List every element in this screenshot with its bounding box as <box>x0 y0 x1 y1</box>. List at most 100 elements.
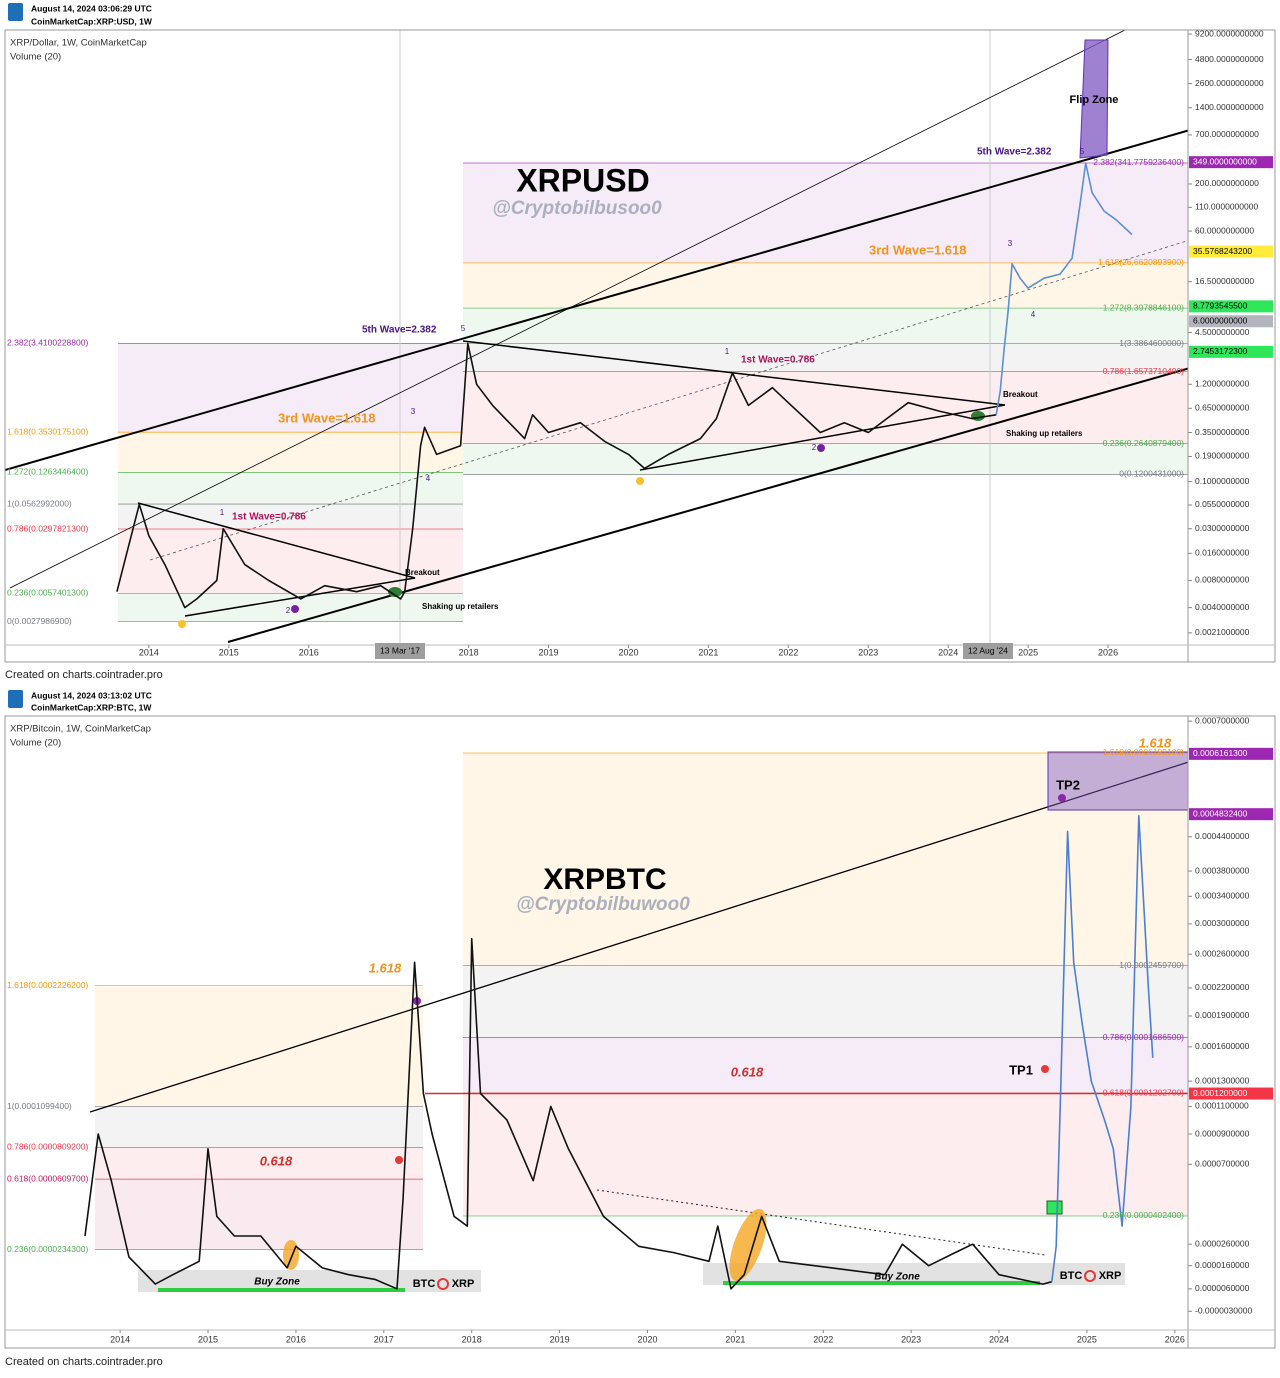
price-tag-label: 349.0000000000 <box>1193 156 1257 166</box>
decoration <box>596 1189 1046 1256</box>
annotation: Breakout <box>405 568 440 577</box>
fib-level-label: 2.382(341.7759236400) <box>1093 157 1184 167</box>
decoration <box>1046 1200 1063 1215</box>
fib-zone <box>463 1037 1188 1094</box>
annotation: @Cryptobilbusoo0 <box>492 198 662 219</box>
price-line <box>995 162 1133 415</box>
annotation: 4 <box>1031 310 1036 319</box>
chart-title: XRP/Bitcoin, 1W, CoinMarketCap <box>10 724 151 735</box>
y-tick-label: 0.0004400000 <box>1195 831 1250 841</box>
fib-level-label: 1.272(8.3978846100) <box>1103 302 1184 312</box>
annotation: BTC <box>1060 1270 1083 1282</box>
fib-level-label: 1.618(0.0002226200) <box>7 980 88 990</box>
y-tick-label: 200.0000000000 <box>1195 178 1259 188</box>
fib-level-label: 1(0.0002459700) <box>1119 960 1184 970</box>
annotation: 3rd Wave=1.618 <box>278 410 375 425</box>
fib-level-label: 0.786(0.0000809200) <box>7 1142 88 1152</box>
fib-zone <box>463 965 1188 1038</box>
y-tick-label: 0.3500000000 <box>1195 427 1250 437</box>
price-tag <box>1189 345 1273 358</box>
fib-level-label: 1(0.0562992000) <box>7 498 72 508</box>
fib-level-label: 1.618(0.0006182100) <box>1103 747 1184 757</box>
price-tag-label: 0.0004832400 <box>1193 808 1248 818</box>
price-tag-label: 8.7793545500 <box>1193 301 1248 311</box>
fib-zone <box>95 985 423 1107</box>
x-tick-label: 2021 <box>698 647 718 657</box>
chart-title: XRP/Dollar, 1W, CoinMarketCap <box>10 38 147 49</box>
x-tick-label: 2014 <box>110 1334 130 1344</box>
fib-level-label: 0.618(0.0001202700) <box>1103 1087 1184 1097</box>
fib-zone <box>95 1179 423 1250</box>
decoration <box>137 502 416 617</box>
x-tick-label: 2016 <box>299 647 319 657</box>
x-tick-label: 2018 <box>459 647 479 657</box>
footer: Created on charts.cointrader.pro <box>5 1356 163 1368</box>
price-line <box>116 342 997 609</box>
fib-zone <box>95 1147 423 1180</box>
x-tick-label: 2019 <box>550 1334 570 1344</box>
annotation: @Cryptobilbuwoo0 <box>516 894 690 915</box>
y-tick-label: 9200.0000000000 <box>1195 28 1264 38</box>
header-logo <box>8 690 23 708</box>
fib-level-label: 0.618(0.0000609700) <box>7 1173 88 1183</box>
annotation: Breakout <box>1003 390 1038 399</box>
chart-frame <box>4 715 1276 1349</box>
fib-level-label: 0.786(1.6573710400) <box>1103 366 1184 376</box>
annotation: Buy Zone <box>254 1277 300 1288</box>
annotation: XRPUSD <box>516 162 649 198</box>
decoration <box>89 761 1188 1113</box>
annotation: 3 <box>411 407 416 416</box>
annotation: TP1 <box>1009 1062 1033 1077</box>
plot-area <box>5 30 1188 645</box>
y-tick-label: 0.1900000000 <box>1195 451 1250 461</box>
y-tick-label: 0.0040000000 <box>1195 602 1250 612</box>
x-tick-label: 2014 <box>139 647 159 657</box>
y-tick-label: 0.0300000000 <box>1195 523 1250 533</box>
x-tick-label: 2018 <box>462 1334 482 1344</box>
y-tick-label: 0.0001600000 <box>1195 1041 1250 1051</box>
decoration <box>138 1270 481 1292</box>
x-tick-label: 2020 <box>637 1334 657 1344</box>
y-tick-label: 0.0001900000 <box>1195 1010 1250 1020</box>
annotation: Shaking up retailers <box>422 602 499 611</box>
y-tick-label: 0.0007000000 <box>1195 715 1250 725</box>
fib-level-label: 0(0.1200431000) <box>1119 469 1184 479</box>
annotation: 1.618 <box>369 960 402 975</box>
y-tick-label: -0.0000030000 <box>1195 1306 1252 1316</box>
chart-panel: August 14, 2024 03:06:29 UTC CoinMarketCa… <box>4 3 1276 681</box>
price-tag-label: 35.5768243200 <box>1193 246 1252 256</box>
x-tick-label: 2022 <box>813 1334 833 1344</box>
decoration <box>9 30 1126 589</box>
price-tag-label: 2.7453172300 <box>1193 346 1248 356</box>
y-tick-label: 0.0001300000 <box>1195 1075 1250 1085</box>
header-timestamp: August 14, 2024 03:06:29 UTC <box>31 3 152 13</box>
y-tick-label: 4800.0000000000 <box>1195 54 1264 64</box>
annotation: Flip Zone <box>1070 94 1119 106</box>
y-tick-label: 2600.0000000000 <box>1195 78 1264 88</box>
y-tick-label: 0.0001100000 <box>1195 1101 1249 1111</box>
y-tick-label: 0.0000700000 <box>1195 1159 1250 1169</box>
decoration <box>1047 751 1188 811</box>
x-tick-label: 2025 <box>1018 647 1038 657</box>
annotation: 1 <box>725 347 730 356</box>
price-tag <box>1189 808 1273 821</box>
annotation: 4 <box>426 474 431 483</box>
fib-level-label: 1.618(0.3530175100) <box>7 426 88 436</box>
fib-zone <box>463 308 1188 344</box>
y-tick-label: 0.0000900000 <box>1195 1128 1250 1138</box>
x-tick-label: 2023 <box>901 1334 921 1344</box>
header-symbol: CoinMarketCap:XRP:BTC, 1W <box>31 702 152 712</box>
decoration <box>227 367 1188 643</box>
decoration <box>729 1208 767 1282</box>
header-symbol: CoinMarketCap:XRP:USD, 1W <box>31 16 153 26</box>
fib-zone <box>463 262 1188 309</box>
x-tick-label: 2017 <box>374 1334 394 1344</box>
x-tick-label: 2019 <box>539 647 559 657</box>
annotation: 3 <box>1008 239 1013 248</box>
price-tag <box>1189 300 1273 313</box>
x-tick-label: 2015 <box>219 647 239 657</box>
decoration <box>817 444 825 452</box>
x-tick-label: 2023 <box>858 647 878 657</box>
